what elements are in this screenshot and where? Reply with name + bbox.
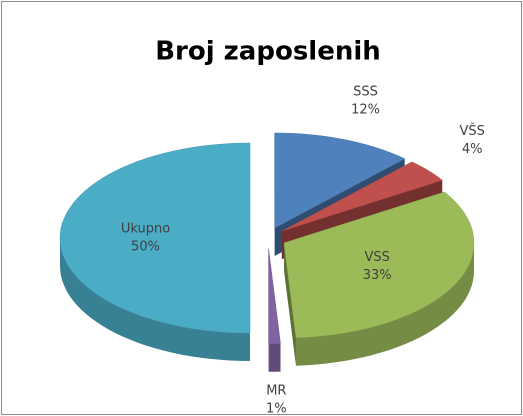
slice: [281, 161, 443, 232]
data-label-value: 12%: [351, 103, 380, 118]
data-label-name: VŠS: [459, 123, 484, 139]
data-label-name: Ukupno: [121, 222, 170, 237]
data-label-name: SSS: [353, 85, 378, 100]
slice-wall: [296, 242, 474, 366]
slice-side: [60, 238, 250, 361]
chart-title: Broj zaposlenih: [155, 37, 381, 67]
slice: [283, 191, 475, 338]
slice-wall: [60, 238, 250, 361]
data-label-value: 33%: [363, 268, 392, 283]
slice: [268, 248, 281, 345]
data-label-name: VSS: [364, 250, 389, 265]
slice: [274, 132, 406, 229]
slice-edge: [284, 242, 296, 366]
slice: [59, 142, 251, 334]
data-label-value: 50%: [131, 240, 160, 255]
data-label-name: MR: [266, 384, 286, 399]
data-label-value: 1%: [266, 402, 287, 416]
data-label-value: 4%: [462, 142, 483, 157]
slice-wall: [268, 343, 281, 372]
